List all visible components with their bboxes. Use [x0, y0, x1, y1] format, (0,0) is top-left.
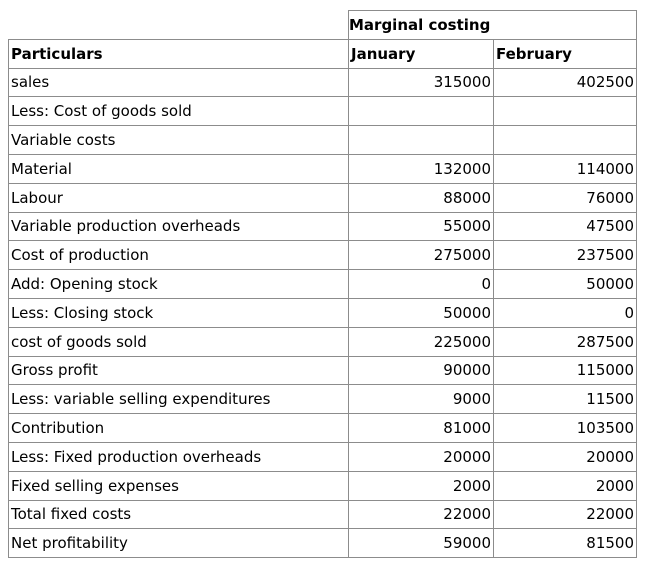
row-label: Variable costs [8, 125, 349, 155]
header-february: February [493, 38, 637, 69]
table-row: Less: variable selling expenditures 9000 1… [8, 384, 637, 415]
header-row: Particulars January February [8, 38, 637, 69]
table-row: Total fixed costs 22000 22000 [8, 499, 637, 530]
cell-january: 275000 [348, 240, 494, 271]
cell-february: 22000 [493, 499, 637, 530]
cell-february: 115000 [493, 355, 637, 386]
table-row: Fixed selling expenses 2000 2000 [8, 470, 637, 501]
cell-february [493, 125, 637, 155]
header-particulars: Particulars [8, 38, 349, 69]
cell-january: 55000 [348, 211, 494, 242]
table-row: Contribution 81000 103500 [8, 413, 637, 443]
table-row: Add: Opening stock 0 50000 [8, 269, 637, 299]
cell-february: 114000 [493, 153, 637, 184]
table-body: sales 315000 402500 Less: Cost of goods sol… [8, 67, 637, 559]
row-label: Cost of production [8, 240, 349, 271]
cell-january [348, 96, 494, 127]
table-row: Variable costs [8, 125, 637, 155]
table-row: cost of goods sold 225000 287500 [8, 326, 637, 357]
cell-january: 132000 [348, 153, 494, 184]
title-row: Marginal costing [8, 10, 637, 40]
table-row: sales 315000 402500 [8, 67, 637, 98]
table-row: Gross profit 90000 115000 [8, 355, 637, 386]
row-label: cost of goods sold [8, 326, 349, 357]
table-row: Variable production overheads 55000 47500 [8, 211, 637, 242]
row-label: Gross profit [8, 355, 349, 386]
cell-february: 76000 [493, 182, 637, 213]
table-row: Less: Closing stock 50000 0 [8, 297, 637, 328]
row-label: Total fixed costs [8, 499, 349, 530]
row-label: Less: Closing stock [8, 297, 349, 328]
cell-january: 20000 [348, 441, 494, 472]
cell-january: 315000 [348, 67, 494, 98]
cell-january: 50000 [348, 297, 494, 328]
row-label: Less: variable selling expenditures [8, 384, 349, 415]
table-row: Labour 88000 76000 [8, 182, 637, 213]
row-label: Fixed selling expenses [8, 470, 349, 501]
cell-january: 59000 [348, 528, 494, 559]
marginal-costing-table: Marginal costing Particulars January Feb… [8, 10, 637, 559]
row-label: Add: Opening stock [8, 269, 349, 299]
title-spacer-left [8, 10, 349, 40]
table-row: Material 132000 114000 [8, 153, 637, 184]
cell-february: 50000 [493, 269, 637, 299]
row-label: Less: Cost of goods sold [8, 96, 349, 127]
cell-february: 103500 [493, 413, 637, 443]
cell-february [493, 96, 637, 127]
row-label: Net profitability [8, 528, 349, 559]
cell-january: 22000 [348, 499, 494, 530]
header-january: January [348, 38, 494, 69]
cell-january: 9000 [348, 384, 494, 415]
cell-january: 81000 [348, 413, 494, 443]
row-label: Less: Fixed production overheads [8, 441, 349, 472]
cell-february: 20000 [493, 441, 637, 472]
table-row: Net profitability 59000 81500 [8, 528, 637, 559]
cell-january: 2000 [348, 470, 494, 501]
cell-january: 90000 [348, 355, 494, 386]
cell-february: 11500 [493, 384, 637, 415]
row-label: Contribution [8, 413, 349, 443]
row-label: Variable production overheads [8, 211, 349, 242]
table-title: Marginal costing [348, 10, 637, 40]
table-row: Less: Fixed production overheads 20000 200… [8, 441, 637, 472]
cell-february: 81500 [493, 528, 637, 559]
cell-february: 237500 [493, 240, 637, 271]
row-label: sales [8, 67, 349, 98]
cell-january: 0 [348, 269, 494, 299]
cell-february: 0 [493, 297, 637, 328]
table-row: Cost of production 275000 237500 [8, 240, 637, 271]
table-row: Less: Cost of goods sold [8, 96, 637, 127]
cell-february: 47500 [493, 211, 637, 242]
cell-february: 2000 [493, 470, 637, 501]
cell-january [348, 125, 494, 155]
cell-february: 402500 [493, 67, 637, 98]
cell-january: 88000 [348, 182, 494, 213]
row-label: Labour [8, 182, 349, 213]
cell-january: 225000 [348, 326, 494, 357]
row-label: Material [8, 153, 349, 184]
cell-february: 287500 [493, 326, 637, 357]
